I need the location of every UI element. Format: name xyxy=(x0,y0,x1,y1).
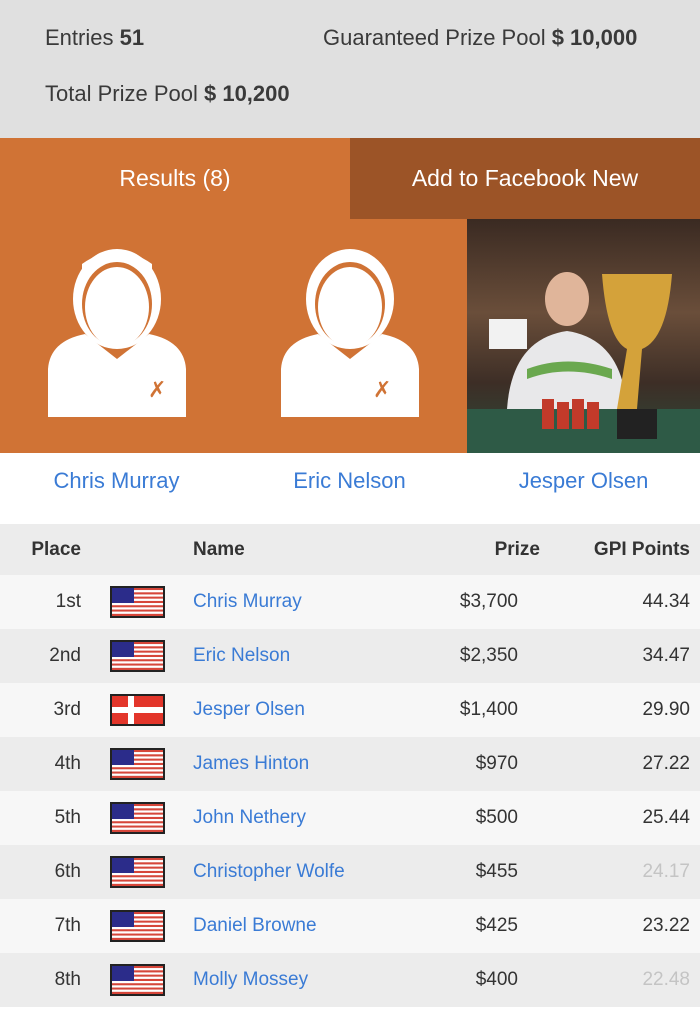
place: 8th xyxy=(54,969,81,990)
avatar-placeholder-icon[interactable]: ✗ xyxy=(233,219,466,453)
gpi-points: 34.47 xyxy=(642,645,690,666)
usa-flag-icon xyxy=(110,964,165,996)
svg-text:✗: ✗ xyxy=(148,378,166,403)
player-name-link[interactable]: Chris Murray xyxy=(193,591,302,612)
table-row: 2nd Eric Nelson $2,350 34.47 xyxy=(0,629,700,683)
player-name-link[interactable]: Christopher Wolfe xyxy=(193,861,345,882)
gpi-points: 23.22 xyxy=(642,915,690,936)
usa-flag-icon xyxy=(110,748,165,780)
tab-results[interactable]: Results (8) xyxy=(119,165,231,191)
player-name-link[interactable]: Daniel Browne xyxy=(193,915,317,936)
tournament-summary: Entries 51 Guaranteed Prize Pool $ 10,00… xyxy=(0,0,700,138)
header-place: Place xyxy=(31,538,81,560)
place: 2nd xyxy=(49,645,81,666)
avatar-placeholder-icon[interactable]: ✗ xyxy=(0,219,233,453)
player-name-link[interactable]: John Nethery xyxy=(193,807,307,828)
total-prize-pool: Total Prize Pool $ 10,200 xyxy=(45,81,290,106)
podium-name-2[interactable]: Eric Nelson xyxy=(293,468,406,493)
usa-flag-icon xyxy=(110,856,165,888)
table-row: 1st Chris Murray $3,700 44.34 xyxy=(0,575,700,629)
prize: $400 xyxy=(475,969,518,990)
place: 5th xyxy=(54,807,81,828)
usa-flag-icon xyxy=(110,802,165,834)
prize: $1,400 xyxy=(459,699,518,720)
table-row: 8th Molly Mossey $400 22.48 xyxy=(0,953,700,1007)
table-row: 7th Daniel Browne $425 23.22 xyxy=(0,899,700,953)
podium-images: ✗ ✗ xyxy=(0,219,700,453)
tabs: Results (8) Add to Facebook New xyxy=(0,138,700,219)
svg-text:✗: ✗ xyxy=(373,378,391,403)
prize: $500 xyxy=(475,807,518,828)
prize: $970 xyxy=(475,753,518,774)
usa-flag-icon xyxy=(110,640,165,672)
header-name: Name xyxy=(193,538,245,560)
prize: $455 xyxy=(475,861,518,882)
gpi-points: 25.44 xyxy=(642,807,690,828)
place: 3rd xyxy=(53,699,81,720)
usa-flag-icon xyxy=(110,910,165,942)
header-prize: Prize xyxy=(494,538,540,560)
gpi-points: 29.90 xyxy=(642,699,690,720)
usa-flag-icon xyxy=(110,586,165,618)
podium-names: Chris Murray Eric Nelson Jesper Olsen xyxy=(0,453,700,523)
place: 4th xyxy=(54,753,81,774)
table-row: 3rd Jesper Olsen $1,400 29.90 xyxy=(0,683,700,737)
denmark-flag-icon xyxy=(110,694,165,726)
winner-photo[interactable] xyxy=(467,219,700,453)
prize: $2,350 xyxy=(459,645,518,666)
table-row: 5th John Nethery $500 25.44 xyxy=(0,791,700,845)
podium-name-1[interactable]: Chris Murray xyxy=(53,468,180,493)
table-row: 6th Christopher Wolfe $455 24.17 xyxy=(0,845,700,899)
gpi-points: 22.48 xyxy=(642,969,690,990)
podium-name-3[interactable]: Jesper Olsen xyxy=(518,468,649,493)
player-name-link[interactable]: Jesper Olsen xyxy=(193,699,305,720)
place: 1st xyxy=(55,591,81,612)
player-name-link[interactable]: Eric Nelson xyxy=(193,645,291,666)
prize: $3,700 xyxy=(459,591,518,612)
player-name-link[interactable]: Molly Mossey xyxy=(193,969,309,990)
gpi-points: 44.34 xyxy=(642,591,690,612)
place: 6th xyxy=(54,861,81,882)
table-row: 4th James Hinton $970 27.22 xyxy=(0,737,700,791)
place: 7th xyxy=(54,915,81,936)
header-gpi-points: GPI Points xyxy=(593,538,690,560)
entries: Entries 51 xyxy=(45,25,145,50)
prize: $425 xyxy=(475,915,518,936)
player-name-link[interactable]: James Hinton xyxy=(193,753,310,774)
gpi-points: 27.22 xyxy=(642,753,690,774)
gpi-points: 24.17 xyxy=(642,861,690,882)
table-header: Place Name Prize GPI Points xyxy=(0,524,700,575)
tab-add-to-facebook[interactable]: Add to Facebook New xyxy=(350,138,700,219)
guaranteed-prize-pool: Guaranteed Prize Pool $ 10,000 xyxy=(323,25,638,50)
